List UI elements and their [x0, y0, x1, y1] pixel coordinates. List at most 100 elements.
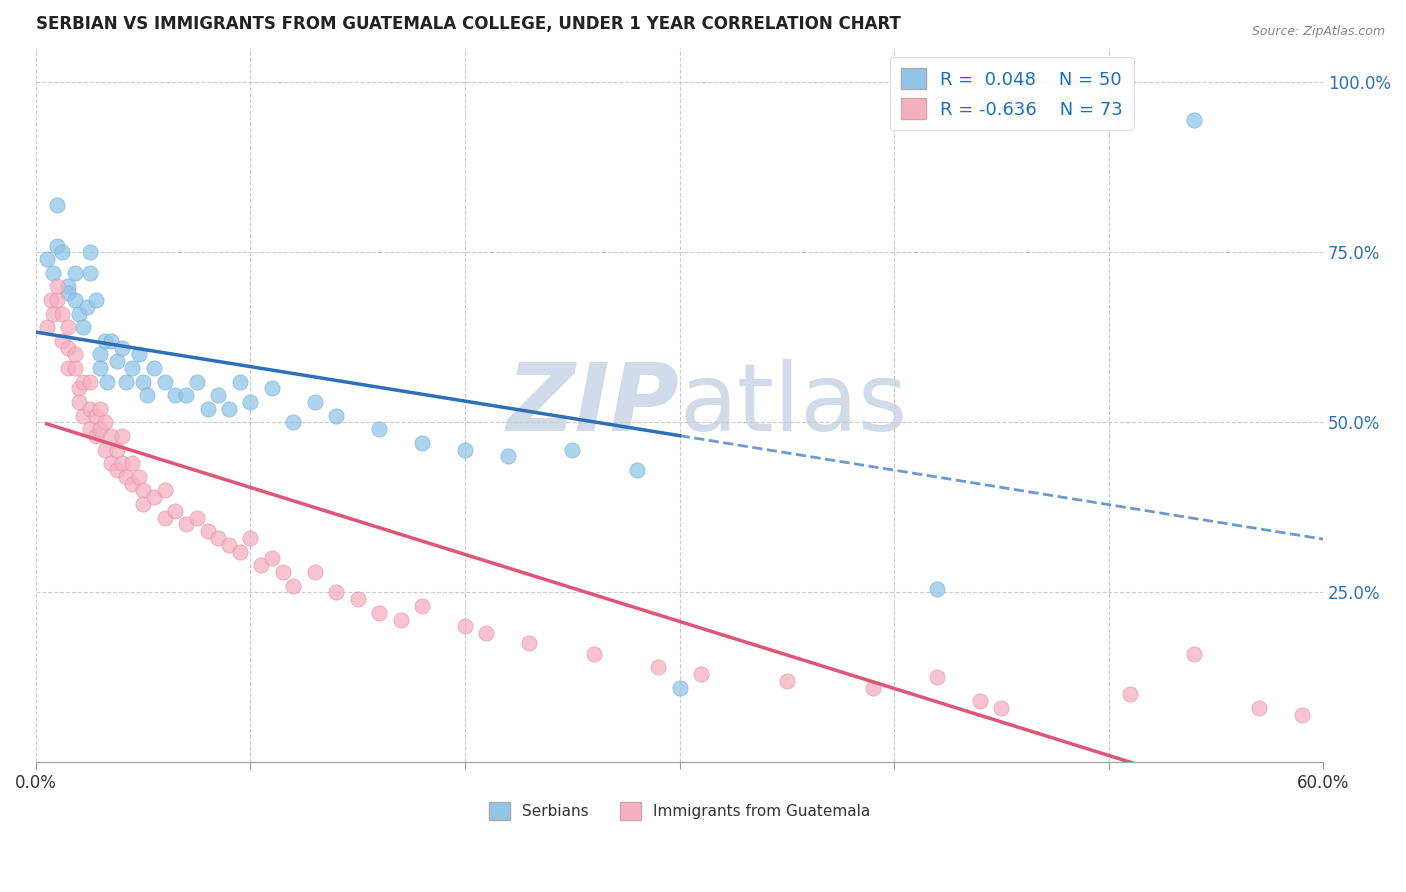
Point: [229, 544, 252, 558]
Point: [79, 422, 101, 436]
Point: [411, 599, 433, 613]
Point: [107, 463, 129, 477]
Point: [46, 279, 69, 293]
Point: [89, 347, 111, 361]
Point: [46, 238, 69, 252]
Point: [72, 320, 94, 334]
Point: [67, 381, 90, 395]
Point: [153, 510, 176, 524]
Point: [79, 375, 101, 389]
Point: [56, 286, 79, 301]
Point: [56, 361, 79, 376]
Point: [63, 266, 86, 280]
Point: [271, 565, 294, 579]
Point: [165, 388, 187, 402]
Point: [84, 293, 107, 307]
Point: [174, 517, 197, 532]
Point: [100, 456, 122, 470]
Point: [346, 592, 368, 607]
Point: [260, 381, 283, 395]
Point: [132, 483, 155, 498]
Point: [207, 388, 229, 402]
Point: [229, 375, 252, 389]
Point: [93, 416, 115, 430]
Point: [128, 470, 150, 484]
Point: [647, 660, 669, 674]
Point: [115, 375, 138, 389]
Point: [368, 422, 391, 436]
Point: [862, 681, 884, 695]
Point: [626, 463, 648, 477]
Point: [186, 510, 208, 524]
Point: [454, 619, 477, 633]
Point: [283, 416, 305, 430]
Point: [79, 245, 101, 260]
Point: [174, 388, 197, 402]
Text: Source: ZipAtlas.com: Source: ZipAtlas.com: [1251, 25, 1385, 38]
Point: [132, 375, 155, 389]
Point: [475, 626, 498, 640]
Point: [72, 375, 94, 389]
Point: [153, 375, 176, 389]
Point: [107, 442, 129, 457]
Point: [56, 341, 79, 355]
Point: [63, 361, 86, 376]
Point: [132, 497, 155, 511]
Point: [121, 361, 143, 376]
Point: [136, 388, 159, 402]
Point: [121, 456, 143, 470]
Legend: Serbians, Immigrants from Guatemala: Serbians, Immigrants from Guatemala: [482, 797, 876, 826]
Point: [46, 293, 69, 307]
Point: [496, 450, 519, 464]
Point: [79, 401, 101, 416]
Point: [51, 334, 73, 348]
Point: [111, 341, 134, 355]
Text: ZIP: ZIP: [506, 359, 679, 451]
Point: [79, 266, 101, 280]
Point: [100, 429, 122, 443]
Point: [197, 401, 219, 416]
Point: [51, 245, 73, 260]
Point: [39, 293, 62, 307]
Text: atlas: atlas: [679, 359, 908, 451]
Point: [107, 354, 129, 368]
Point: [100, 334, 122, 348]
Point: [925, 582, 948, 596]
Point: [582, 647, 605, 661]
Point: [197, 524, 219, 539]
Point: [46, 198, 69, 212]
Point: [89, 361, 111, 376]
Point: [67, 395, 90, 409]
Point: [67, 307, 90, 321]
Point: [186, 375, 208, 389]
Point: [325, 585, 347, 599]
Point: [925, 670, 948, 684]
Point: [411, 435, 433, 450]
Point: [63, 293, 86, 307]
Point: [325, 409, 347, 423]
Point: [93, 442, 115, 457]
Point: [690, 667, 713, 681]
Point: [42, 307, 65, 321]
Point: [42, 266, 65, 280]
Point: [454, 442, 477, 457]
Point: [35, 252, 58, 267]
Point: [304, 395, 326, 409]
Point: [260, 551, 283, 566]
Point: [51, 307, 73, 321]
Point: [1119, 688, 1142, 702]
Point: [121, 476, 143, 491]
Point: [84, 409, 107, 423]
Point: [142, 490, 165, 504]
Point: [63, 347, 86, 361]
Point: [207, 531, 229, 545]
Point: [776, 673, 799, 688]
Point: [969, 694, 991, 708]
Point: [35, 320, 58, 334]
Point: [96, 375, 118, 389]
Point: [218, 538, 240, 552]
Point: [1247, 701, 1270, 715]
Point: [89, 422, 111, 436]
Point: [250, 558, 273, 573]
Point: [218, 401, 240, 416]
